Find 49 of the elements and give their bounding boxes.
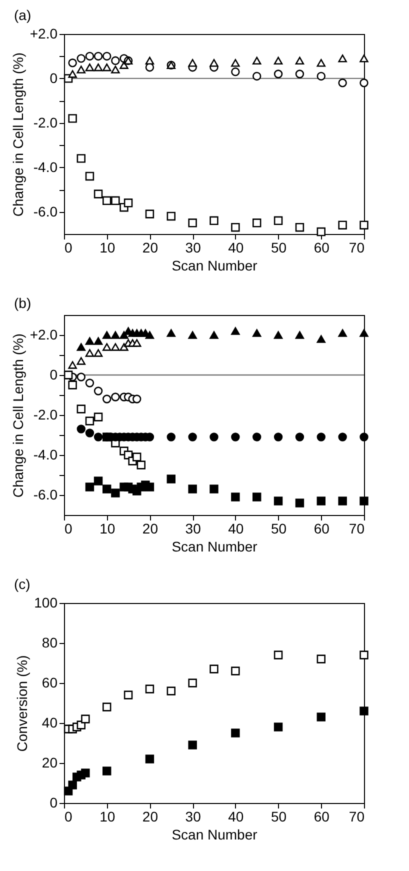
x-tick-label: 30: [185, 808, 202, 824]
chart-title: (a): [14, 7, 32, 23]
y-tick-label: +2.0: [30, 326, 58, 342]
x-axis-title: Scan Number: [172, 538, 258, 554]
x-axis-title: Scan Number: [172, 258, 258, 274]
y-tick-label: -2.0: [33, 406, 58, 422]
x-tick-label: 50: [270, 808, 287, 824]
x-tick-label: 0: [64, 520, 72, 536]
y-tick-label: 20: [42, 754, 58, 770]
y-axis-title: Change in Cell Length (%): [10, 333, 26, 498]
x-tick-label: 20: [142, 808, 158, 824]
y-tick-label: 0: [50, 794, 58, 810]
y-tick-label: 100: [34, 594, 58, 610]
x-tick-label: 60: [314, 520, 330, 536]
x-tick-label: 20: [142, 240, 158, 256]
x-tick-label: 10: [100, 808, 116, 824]
x-tick-label: 40: [228, 520, 244, 536]
x-tick-label: 40: [228, 240, 244, 256]
y-tick-label: -6.0: [33, 203, 58, 220]
y-tick-label: -6.0: [33, 486, 58, 502]
x-tick-label: 10: [100, 240, 116, 256]
x-tick-label: 60: [314, 808, 330, 824]
x-tick-label: 10: [100, 520, 116, 536]
x-tick-label: 0: [64, 808, 72, 824]
y-tick-label: -4.0: [33, 446, 58, 462]
x-tick-label: 50: [270, 520, 287, 536]
chart-title: (c): [14, 576, 30, 592]
x-tick-label: 70: [348, 520, 365, 536]
y-axis-title: Conversion (%): [14, 655, 30, 752]
x-tick-label: 70: [348, 240, 365, 256]
y-tick-label: 40: [42, 714, 58, 730]
y-tick-label: 0: [50, 366, 58, 382]
x-tick-label: 60: [314, 240, 330, 256]
x-tick-label: 30: [185, 520, 202, 536]
y-tick-label: 0: [50, 70, 58, 86]
x-tick-label: 50: [270, 240, 287, 256]
y-tick-label: -2.0: [33, 114, 58, 130]
y-axis-title: Change in Cell Length (%): [10, 52, 26, 217]
y-tick-label: 60: [42, 674, 58, 690]
x-axis-title: Scan Number: [172, 826, 258, 842]
y-tick-label: 80: [42, 634, 58, 650]
x-tick-label: 30: [185, 240, 202, 256]
x-tick-label: 40: [228, 808, 244, 824]
y-tick-label: -4.0: [33, 158, 58, 175]
chart-title: (b): [14, 295, 32, 311]
y-tick-label: +2.0: [30, 26, 58, 42]
x-tick-label: 20: [142, 520, 158, 536]
x-tick-label: 0: [64, 240, 72, 256]
x-tick-label: 70: [348, 808, 365, 824]
